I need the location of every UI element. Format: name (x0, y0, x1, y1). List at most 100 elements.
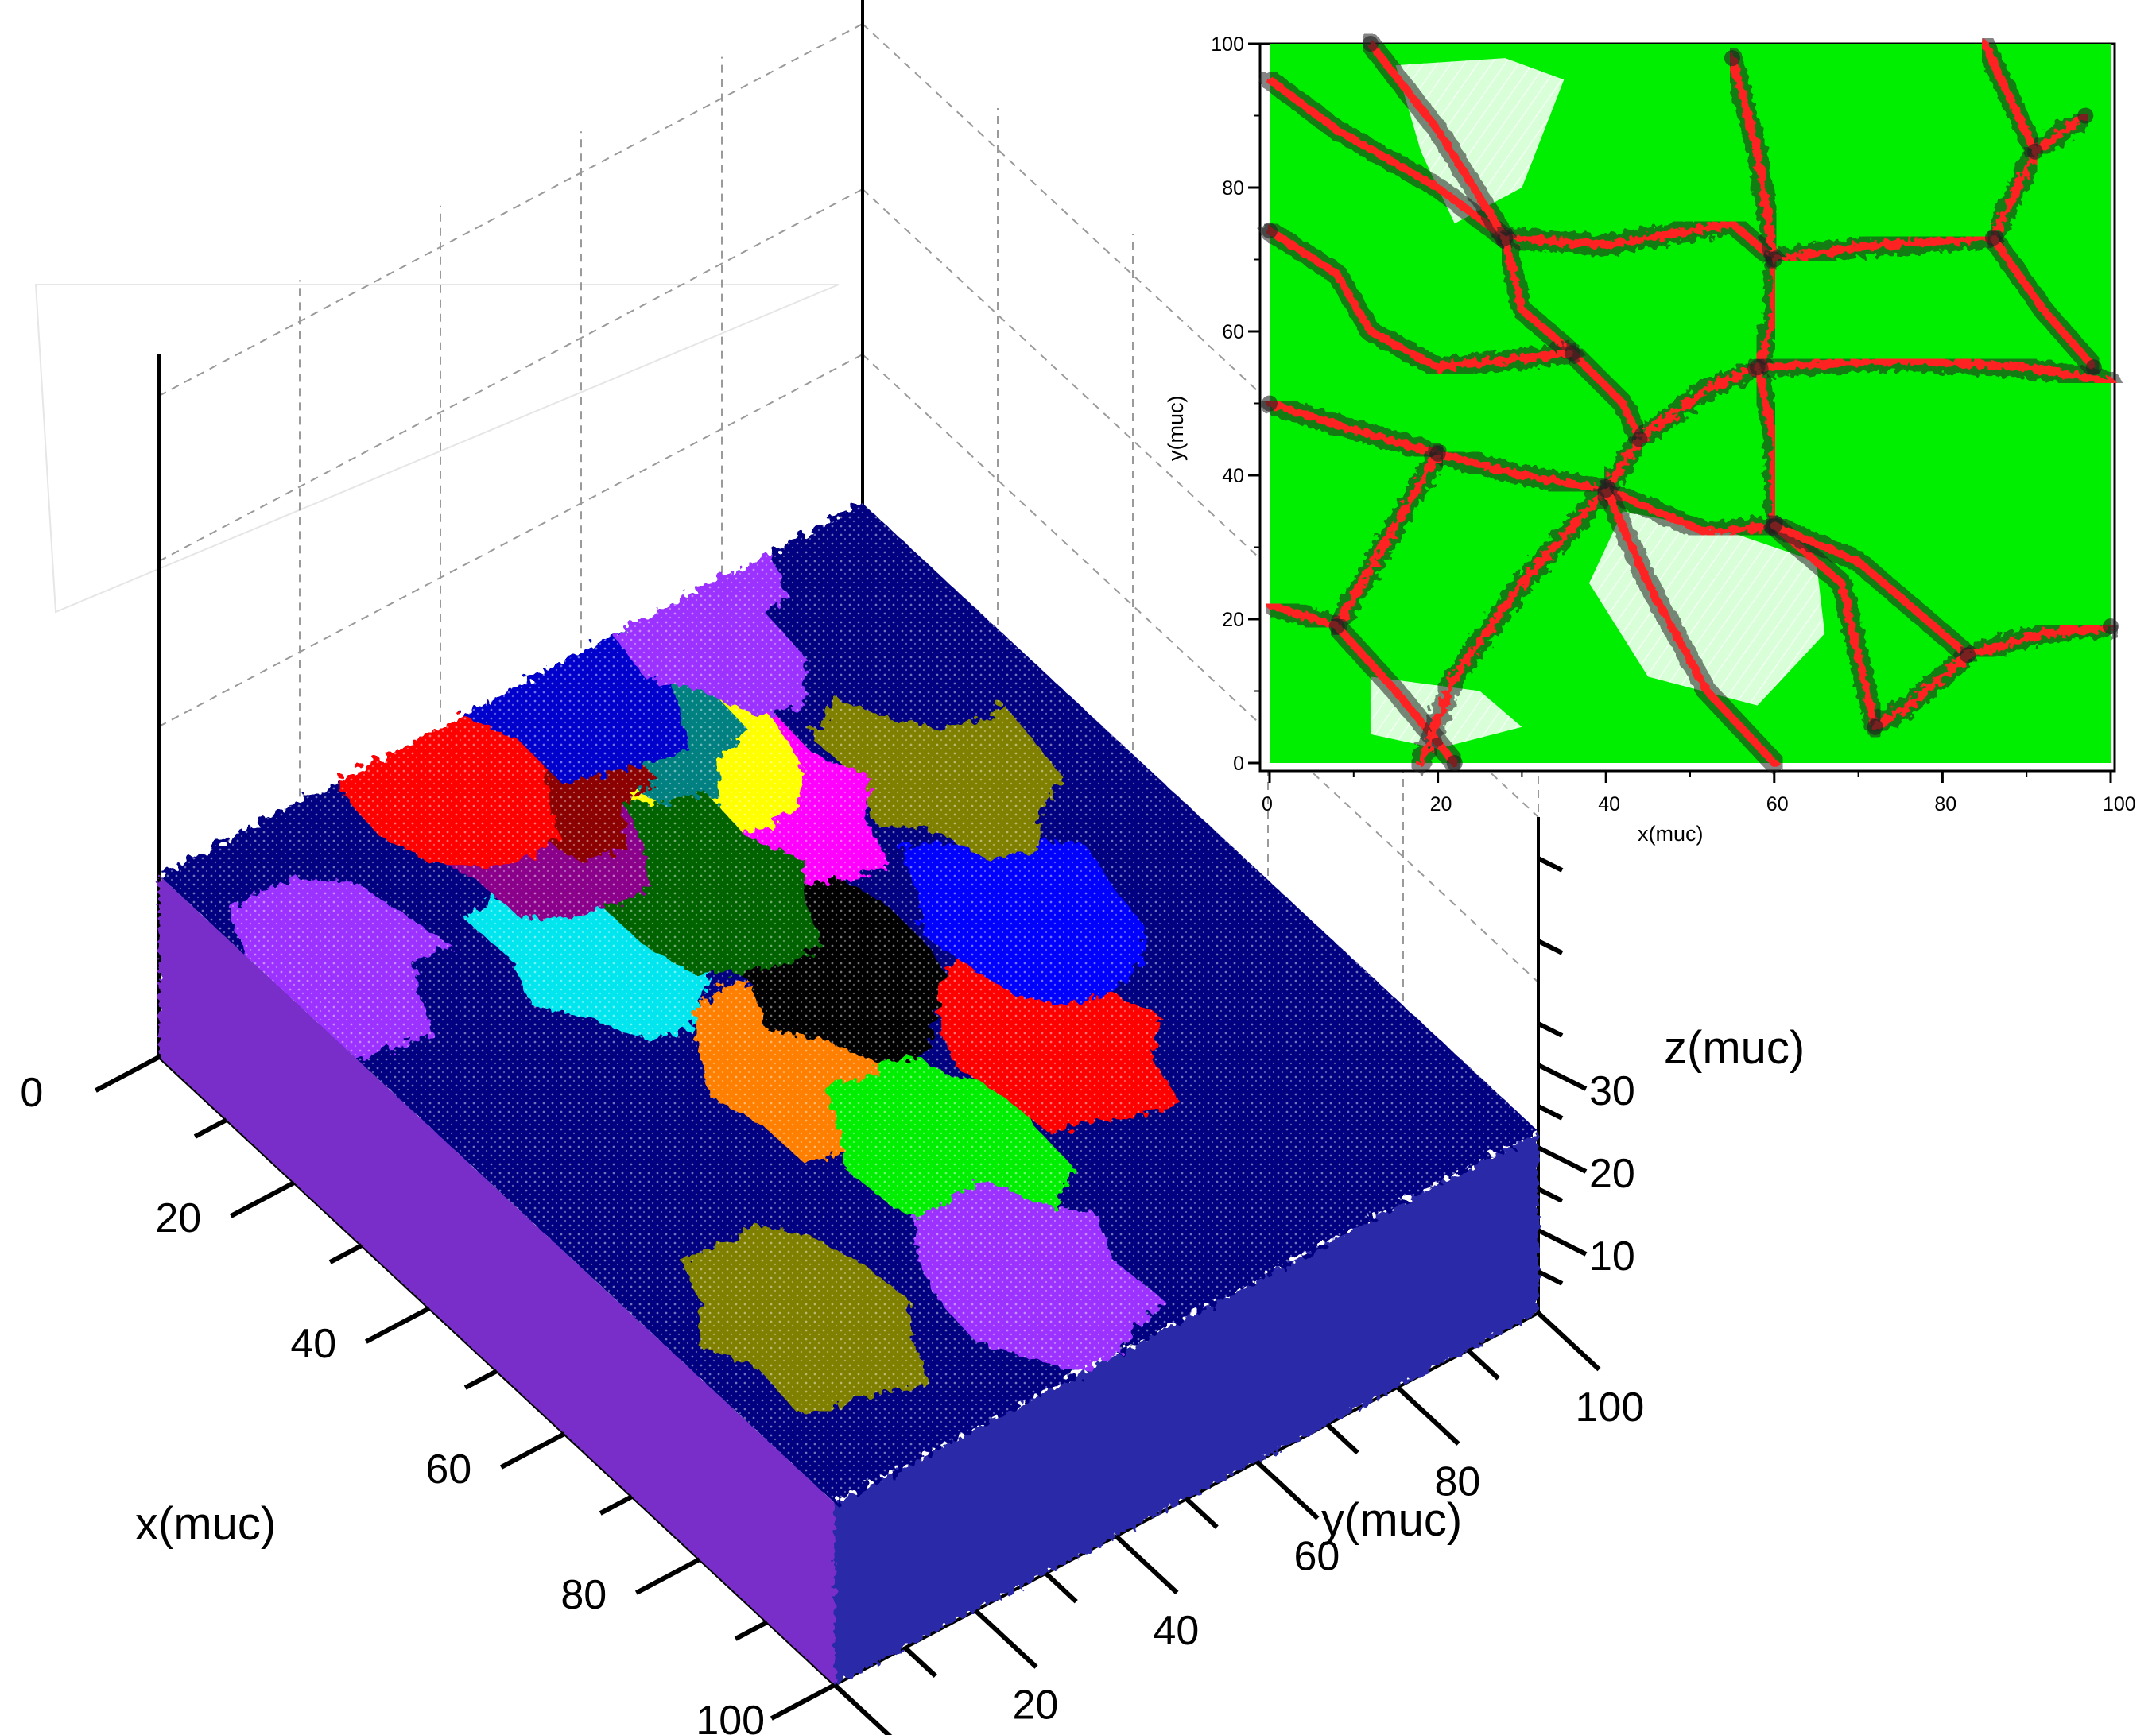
inset-x-tick-label: 80 (1934, 793, 1956, 815)
grid-line (862, 23, 1539, 653)
inset-y-tick-label: 60 (1222, 321, 1244, 343)
z-minor-tick (1537, 939, 1564, 955)
inset-y-tick-label: 0 (1233, 753, 1244, 775)
inset-boundary-line (1602, 486, 1778, 767)
x-tick-mark (499, 1431, 566, 1470)
inset-triple-junction (1429, 445, 1446, 462)
inset-boundary-line (1871, 651, 1972, 731)
inset-boundary-line (1417, 486, 1611, 767)
z-tick-label: 30 (1589, 1068, 1635, 1114)
inset-triple-junction (1867, 718, 1883, 735)
inset-boundary-line (1770, 234, 1997, 264)
inset-triple-junction (2085, 359, 2102, 376)
inset-triple-junction (2103, 618, 2119, 635)
inset-x-tick-label: 0 (1262, 793, 1273, 815)
y-tick-mark (1114, 1534, 1179, 1595)
y-tick-mark (1395, 1385, 1460, 1446)
inset-x-tick-label: 20 (1430, 793, 1452, 815)
x-minor-tick (463, 1369, 498, 1390)
inset-boundary-line (1988, 147, 2039, 242)
y-minor-tick (1466, 1348, 1500, 1381)
inset-boundary-line (1501, 219, 1778, 264)
inset-y-axis-label: y(muc) (1164, 396, 1188, 462)
x-tick-label: 80 (560, 1572, 607, 1618)
z-axis-label: z(muc) (1664, 1022, 1805, 1074)
y-tick-label: 80 (1435, 1459, 1481, 1505)
z-minor-tick (1537, 1187, 1564, 1203)
inset-triple-junction (2077, 107, 2094, 124)
inset-boundary-line (1753, 356, 2115, 386)
inset-boundary-line (1266, 600, 1341, 631)
inset-boundary-line (1366, 40, 1510, 242)
inset-boundary-line (1332, 449, 1442, 631)
ticks-3d: 020406080100020406080100102030 (20, 856, 1645, 1735)
x-tick-mark (364, 1306, 431, 1344)
plot-3d: 0 20 40 60 80 100 0 20 40 60 80 100 10 20 30 x(muc) y(… (20, 0, 1805, 1735)
inset-plot: 0 20 40 60 80 100 0 20 40 60 80 100 x(muc) y(muc) (1164, 33, 2136, 846)
inset-triple-junction (1262, 395, 1278, 412)
x-tick-mark (94, 1055, 161, 1093)
x-tick-label: 40 (290, 1321, 336, 1367)
inset-x-tick-label: 40 (1598, 793, 1620, 815)
inset-content (1259, 33, 2121, 773)
grain-side-face (159, 875, 835, 1685)
z-minor-tick (1537, 1021, 1564, 1038)
grid-line (158, 354, 863, 727)
inset-boundary-line (1602, 486, 1778, 537)
inset-y-tick-label: 80 (1222, 177, 1244, 199)
y-tick-label: 100 (1576, 1385, 1645, 1431)
grid-line (158, 188, 863, 562)
y-tick-mark (1254, 1460, 1320, 1520)
inset-x-tick-label: 60 (1766, 793, 1789, 815)
z-tick-label: 20 (1589, 1151, 1635, 1197)
back-panel-top (34, 284, 840, 614)
inset-boundary-line (1753, 363, 1778, 530)
inset-triple-junction (1598, 482, 1615, 498)
grid-line (862, 354, 1539, 983)
x-minor-tick (599, 1494, 634, 1516)
inset-ticks: 0 20 40 60 80 100 0 20 40 60 80 100 (1211, 33, 2135, 815)
inset-triple-junction (2026, 143, 2043, 160)
x-tick-mark (634, 1557, 701, 1595)
inset-triple-junction (1362, 36, 1379, 52)
inset-boundary-line (1964, 622, 2115, 660)
y-minor-tick (903, 1646, 937, 1678)
inset-triple-junction (1984, 230, 2001, 246)
inset-triple-junction (1724, 50, 1740, 67)
inset-boundary-line (1433, 449, 1611, 494)
grid-line (158, 23, 863, 397)
inset-y-tick-label: 100 (1211, 33, 1244, 56)
inset-y-tick-label: 20 (1222, 609, 1244, 631)
inset-boundary-line (1980, 40, 2039, 156)
x-tick-label: 60 (425, 1446, 471, 1493)
y-minor-tick (1325, 1423, 1359, 1455)
inset-triple-junction (1766, 251, 1782, 268)
y-tick-label: 20 (1013, 1683, 1059, 1729)
z-tick-mark (1537, 1228, 1588, 1257)
y-tick-mark (973, 1609, 1038, 1669)
y-tick-label: 60 (1294, 1533, 1340, 1579)
z-minor-tick (1537, 1269, 1564, 1286)
inset-triple-junction (1960, 647, 1976, 664)
x-minor-tick (328, 1243, 363, 1264)
y-tick-label: 40 (1154, 1608, 1200, 1654)
inset-boundary-line (1266, 399, 1442, 458)
y-tick-mark (1536, 1311, 1601, 1372)
z-minor-tick (1537, 1104, 1564, 1121)
x-tick-mark (770, 1683, 836, 1721)
inset-triple-junction (1766, 517, 1782, 534)
inset-boundary-line (1770, 521, 1972, 660)
inset-triple-junction (1328, 618, 1345, 635)
inset-triple-junction (1446, 755, 1463, 771)
x-tick-label: 20 (155, 1195, 201, 1241)
inset-x-tick-label: 100 (2103, 793, 2136, 815)
grain-atom-texture (159, 503, 1538, 1504)
grain-side-face (835, 1131, 1538, 1685)
inset-boundary-line (1568, 349, 1644, 443)
inset-y-tick-label: 40 (1222, 465, 1244, 487)
z-tick-mark (1537, 1063, 1588, 1091)
z-tick-label: 10 (1589, 1233, 1635, 1280)
y-minor-tick (1185, 1497, 1219, 1529)
inset-triple-junction (1262, 223, 1278, 239)
